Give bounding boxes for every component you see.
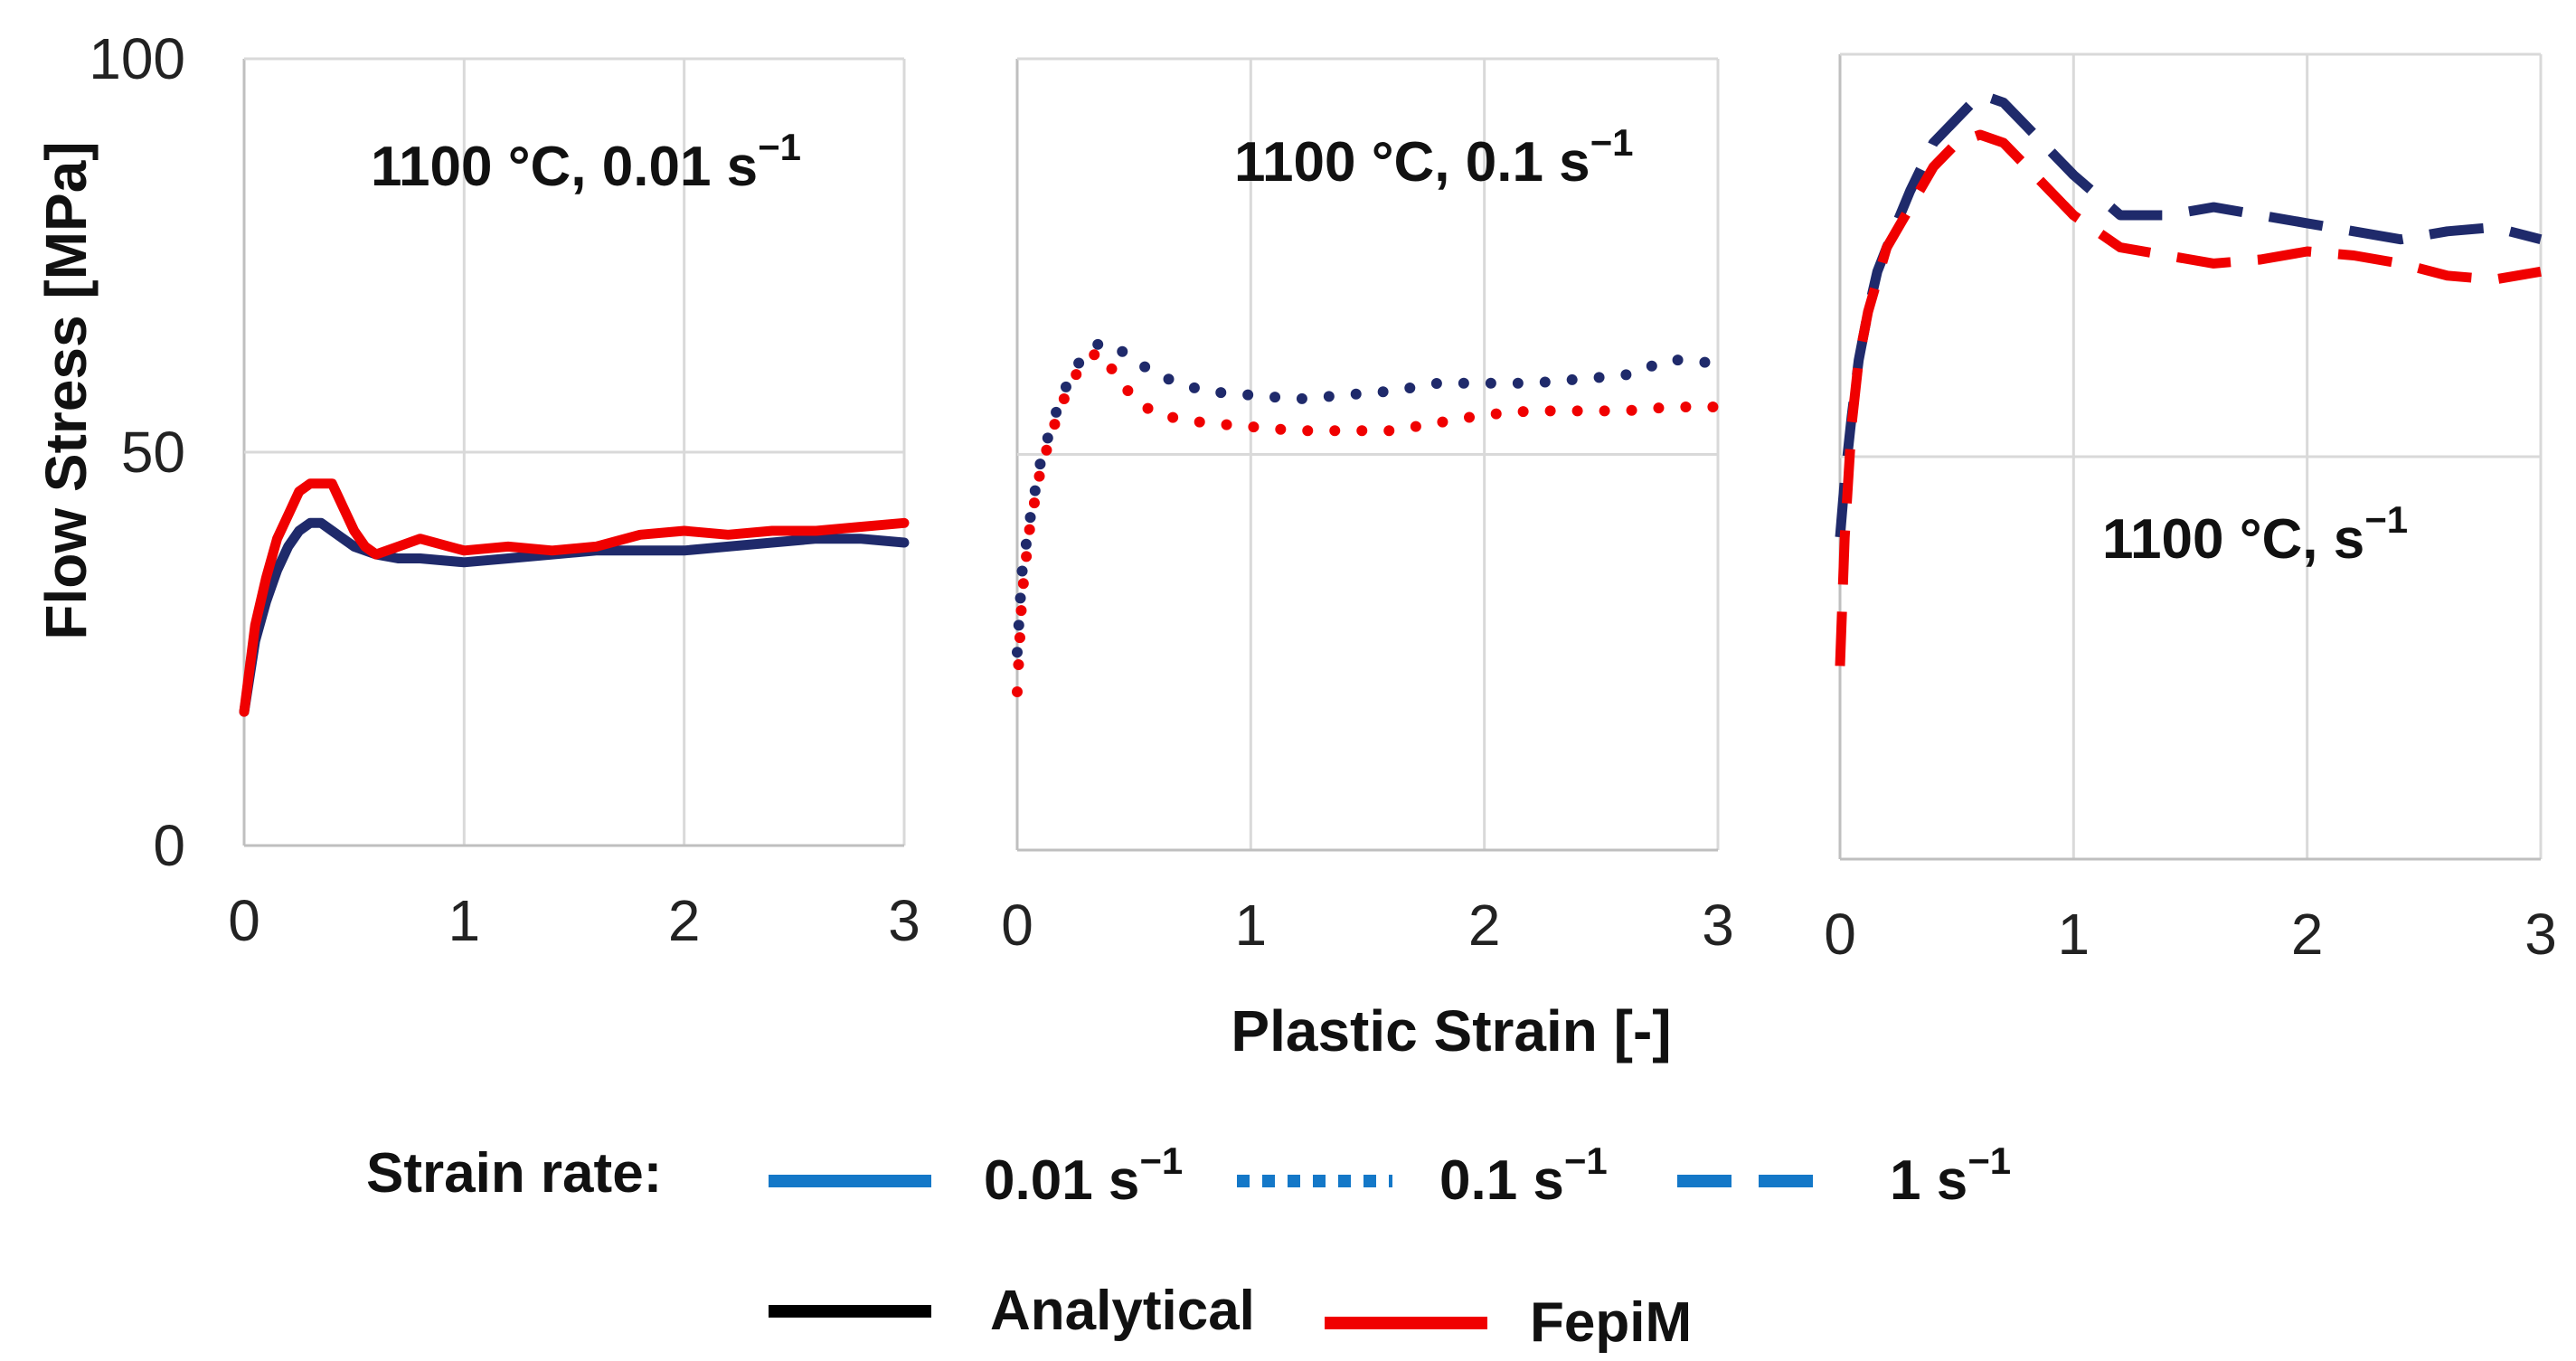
panel-2-series: [1012, 338, 1723, 697]
legend-item-1: 1 s−1: [1890, 1139, 2011, 1212]
x-tick-label: 0: [228, 888, 260, 953]
x-tick-label: 1: [2058, 902, 2090, 967]
panel-1-ticks: 0 1 2 3 0 50 100: [89, 26, 920, 953]
legend: Strain rate: 0.01 s−1 0.1 s−1 1 s−1 Anal…: [366, 1139, 2011, 1354]
x-tick-label: 2: [668, 888, 701, 953]
panel-3-series: [1835, 90, 2543, 666]
legend-analytical-label: Analytical: [990, 1280, 1255, 1342]
series-analytical-line: [1012, 338, 1723, 658]
panel-3-annotation: 1100 °C, s−1: [2102, 498, 2408, 571]
x-tick-label: 3: [888, 888, 920, 953]
series-fepim-line: [239, 478, 910, 717]
panel-2-annotation: 1100 °C, 0.1 s−1: [1234, 121, 1634, 194]
y-tick-label: 0: [153, 813, 185, 878]
x-tick-label: 3: [1702, 893, 1734, 958]
y-axis-title: Flow Stress [MPa]: [33, 141, 99, 639]
panel-3-plot: 0 1 2 3 1100 °C, s−1: [1824, 52, 2557, 967]
panel-1-grid: [242, 57, 906, 847]
legend-item-0-1: 0.1 s−1: [1439, 1139, 1608, 1212]
legend-item-0-01: 0.01 s−1: [984, 1139, 1183, 1212]
panel-1-plot: 0 1 2 3 0 50 100 1100 °C, 0.01 s−1: [89, 26, 920, 953]
series-fepim-line: [1835, 129, 2542, 666]
x-tick-label: 3: [2524, 902, 2557, 967]
x-tick-label: 2: [1468, 893, 1501, 958]
x-tick-label: 0: [1001, 893, 1033, 958]
y-tick-label: 100: [89, 26, 185, 91]
x-tick-label: 1: [1235, 893, 1268, 958]
series-analytical-line: [1835, 90, 2543, 538]
y-tick-label: 50: [121, 420, 185, 485]
panel-3-grid: [1838, 52, 2543, 861]
x-tick-label: 0: [1824, 902, 1856, 967]
x-tick-label: 1: [448, 888, 481, 953]
legend-fepim-label: FepiM: [1530, 1291, 1692, 1354]
series-fepim-line: [1012, 345, 1723, 697]
panel-1-series: [239, 478, 910, 717]
panel-2-ticks: 0 1 2 3: [1001, 893, 1734, 958]
panel-3-ticks: 0 1 2 3: [1824, 902, 2557, 967]
legend-strain-rate-label: Strain rate:: [366, 1142, 662, 1205]
x-axis-title: Plastic Strain [-]: [1231, 998, 1671, 1063]
panel-1-annotation: 1100 °C, 0.01 s−1: [371, 126, 801, 198]
series-analytical-line: [239, 517, 910, 717]
panel-2-grid: [1015, 57, 1720, 852]
panel-2-plot: 0 1 2 3 1100 °C, 0.1 s−1: [1001, 57, 1734, 958]
x-tick-label: 2: [2291, 902, 2324, 967]
